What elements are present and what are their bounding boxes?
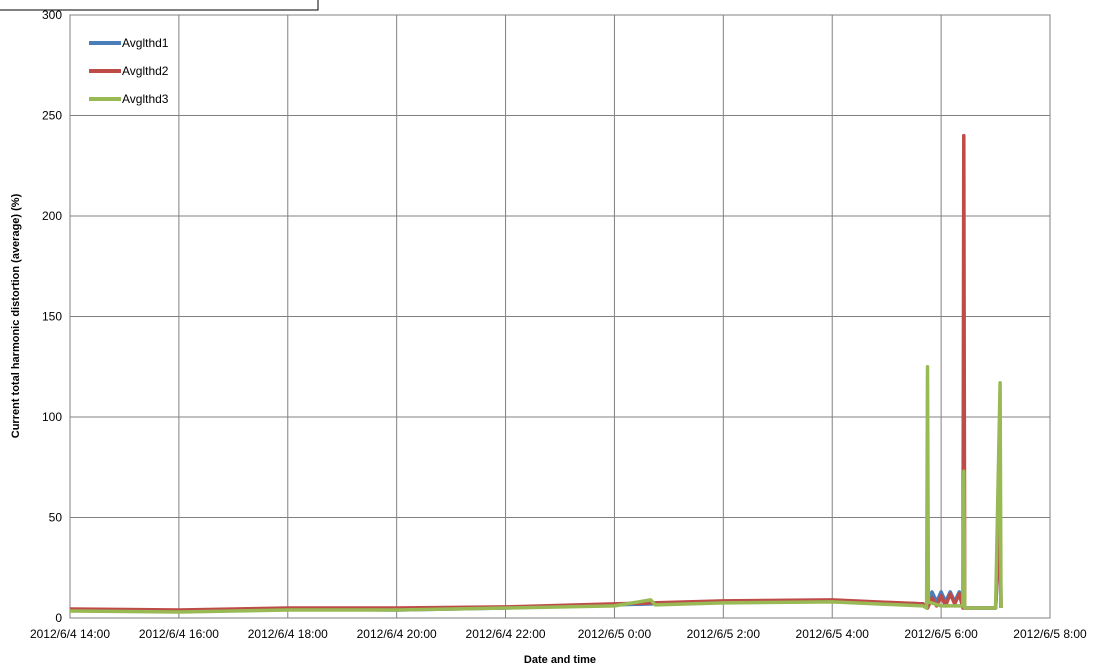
y-tick-label: 0: [55, 611, 62, 625]
y-tick-labels: 0 50 100 150 200 250 300: [42, 8, 62, 625]
x-tick-label: 2012/6/5 0:00: [578, 627, 652, 641]
x-tick-labels: 2012/6/4 14:00 2012/6/4 16:00 2012/6/4 18:…: [30, 627, 1087, 641]
x-tick-label: 2012/6/5 8:00: [1013, 627, 1087, 641]
legend-label: Avglthd2: [122, 64, 169, 78]
series-line-3: [69, 365, 1003, 614]
x-axis-title: Date and time: [524, 654, 596, 666]
x-gridlines: [178, 15, 942, 618]
x-tick-label: 2012/6/4 16:00: [139, 627, 219, 641]
x-tick-label: 2012/6/4 14:00: [30, 627, 110, 641]
x-tick-label: 2012/6/4 20:00: [357, 627, 437, 641]
x-tick-label: 2012/6/5 6:00: [904, 627, 978, 641]
x-tick-label: 2012/6/4 18:00: [248, 627, 328, 641]
legend-label: Avglthd1: [122, 36, 169, 50]
y-tick-label: 300: [42, 8, 62, 22]
series-lines: [69, 133, 1003, 614]
y-tick-label: 150: [42, 310, 62, 324]
x-tick-label: 2012/6/4 22:00: [466, 627, 546, 641]
y-gridlines: [70, 14, 1050, 619]
legend: Avglthd1 Avglthd2 Avglthd3: [89, 36, 169, 106]
x-tick-label: 2012/6/5 2:00: [687, 627, 761, 641]
y-tick-label: 200: [42, 209, 62, 223]
y-tick-label: 100: [42, 410, 62, 424]
x-tick-label: 2012/6/5 4:00: [796, 627, 870, 641]
chart-frame-fragment: [0, 0, 319, 11]
y-tick-label: 50: [49, 511, 63, 525]
y-axis-title: Current total harmonic distortion (avera…: [10, 193, 22, 438]
legend-label: Avglthd3: [122, 92, 169, 106]
y-tick-label: 250: [42, 109, 62, 123]
